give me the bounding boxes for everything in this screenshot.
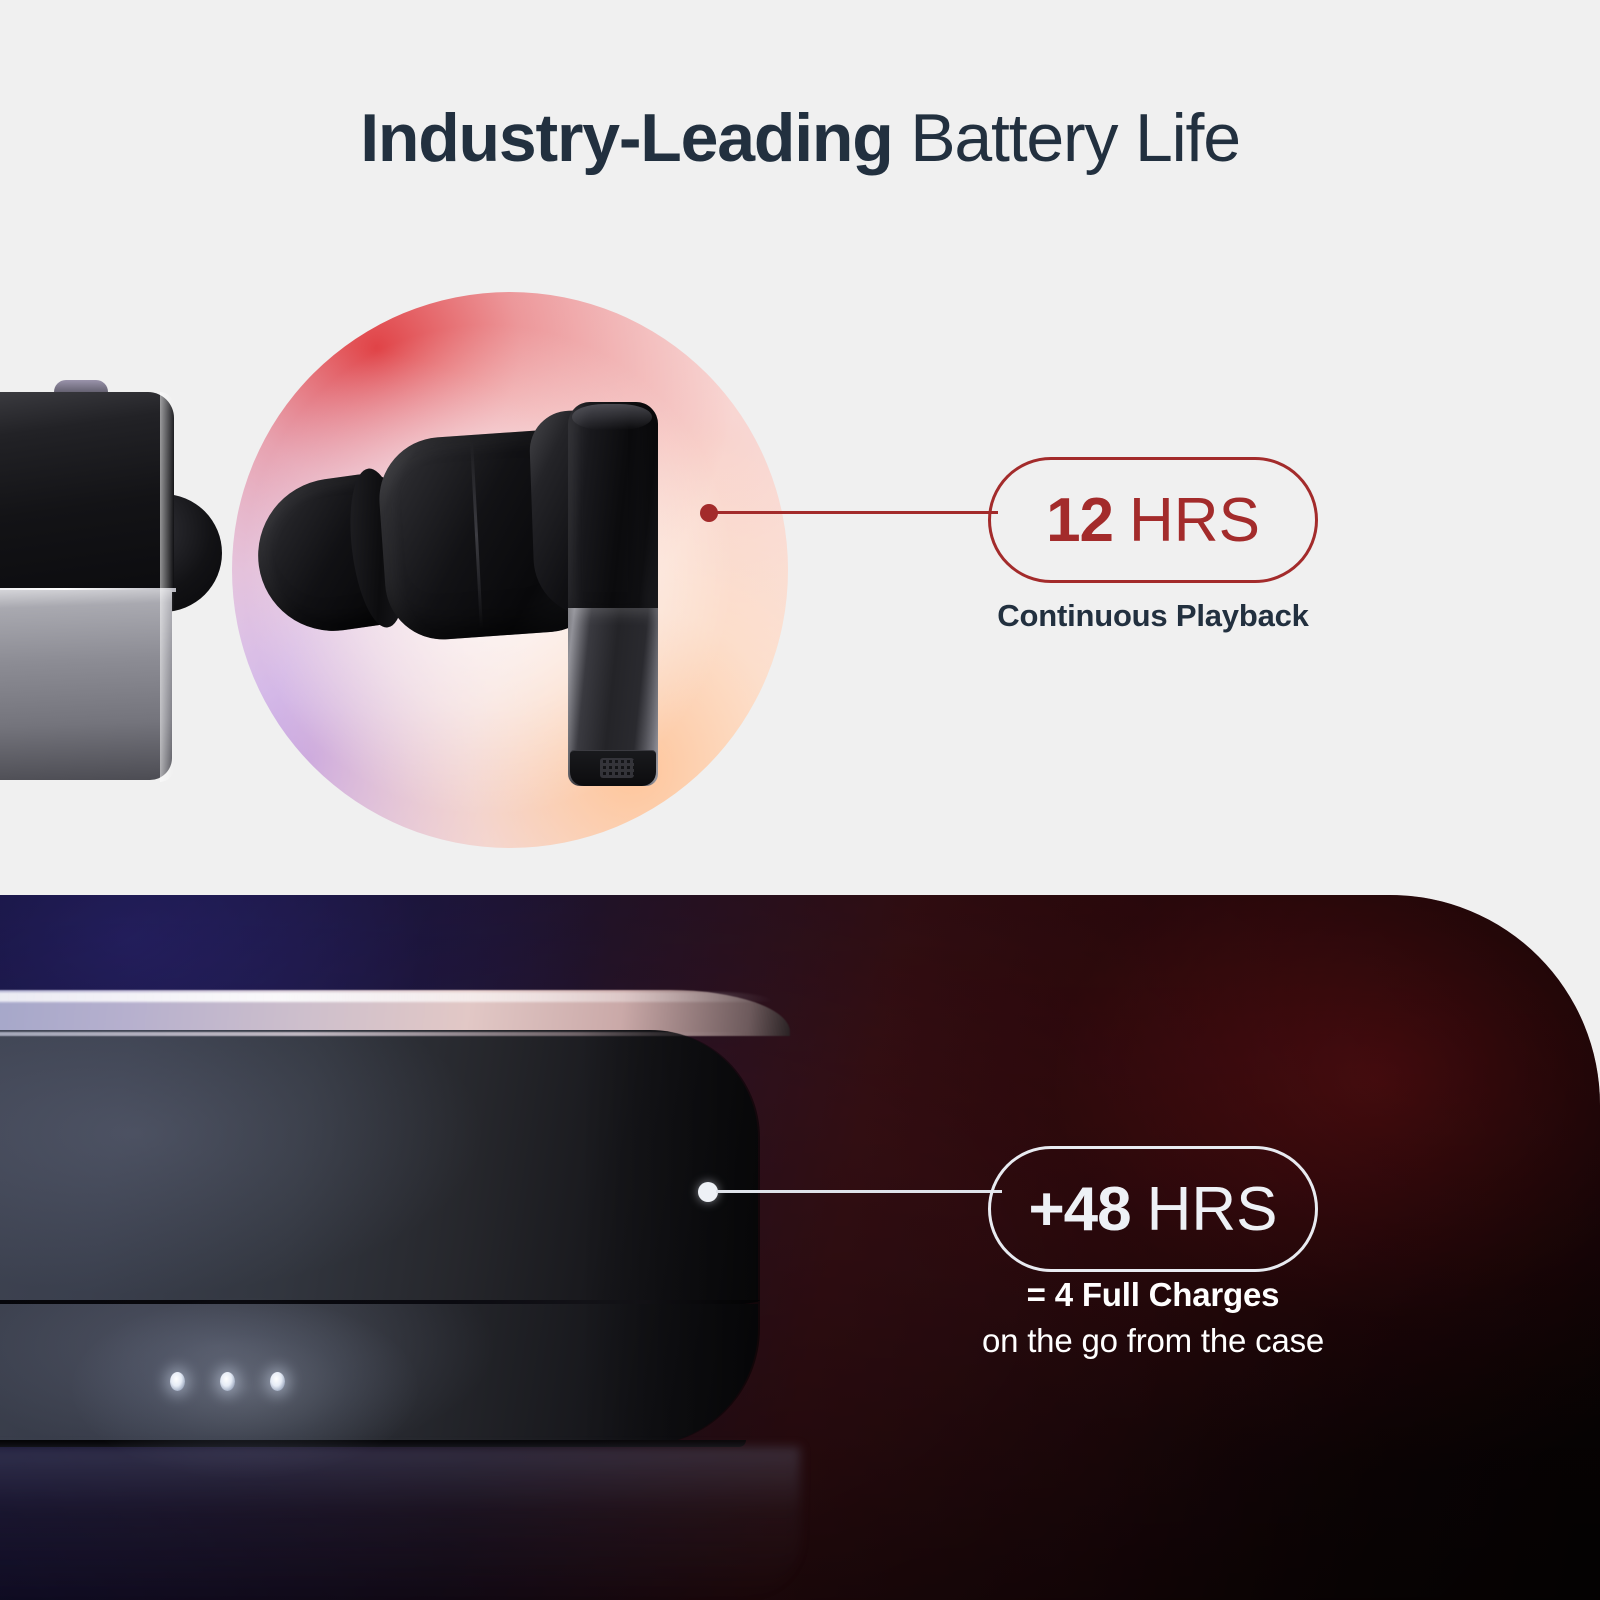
case-capacity-caption-line1: = 4 Full Charges [1026,1276,1280,1313]
case-lid-highlight [0,1032,746,1036]
top-feature-panel: Industry-Leading Battery Life 12 HRS [0,100,1600,848]
callout-line-bottom [716,1190,1002,1193]
callout-line-top [716,511,998,514]
callout-connector-bottom [698,1178,1002,1208]
earbud-icon [232,292,788,848]
case-capacity-caption-line2: on the go from the case [981,1322,1325,1359]
charging-case-icon [0,990,790,1478]
case-top-gloss [0,992,774,1002]
page-title: Industry-Leading Battery Life [0,100,1600,176]
bottom-feature-panel [0,895,1600,1600]
playback-duration-badge: 12 HRS [988,457,1318,583]
case-seam-line [0,1300,760,1306]
playback-caption: Continuous Playback [997,598,1309,633]
earbud-secondary-highlight [160,392,174,782]
playback-duration-unit: HRS [1129,485,1260,555]
case-capacity-unit: HRS [1146,1174,1278,1244]
earbud-secondary-icon [0,380,222,792]
led-indicator-icon [270,1372,285,1391]
case-capacity-badge: +48 HRS [988,1146,1318,1272]
page-title-light: Battery Life [892,100,1241,176]
earbud-secondary-chrome-body [0,590,172,780]
callout-connector-top [700,498,1000,528]
led-indicator-icon [170,1372,185,1391]
case-led-glow [72,1298,418,1478]
case-right-shading [580,1030,760,1446]
earbud-secondary-black-body [0,392,174,590]
callout-dot-top [700,504,718,522]
case-capacity-value: +48 [1028,1174,1131,1244]
case-led-indicators [72,1298,418,1478]
case-reflection [0,1447,800,1599]
callout-dot-bottom [698,1182,718,1202]
earbud-stem-upper [568,402,658,614]
led-indicator-icon [220,1372,235,1391]
page-title-bold: Industry-Leading [360,100,894,176]
case-bottom-edge [0,1440,746,1447]
earbud-stem-top-highlight [572,404,652,430]
earbud-mic-grille-icon [600,758,634,778]
case-capacity-caption: = 4 Full Charges on the go from the case [828,1276,1478,1360]
playback-duration-value: 12 [1046,485,1114,555]
